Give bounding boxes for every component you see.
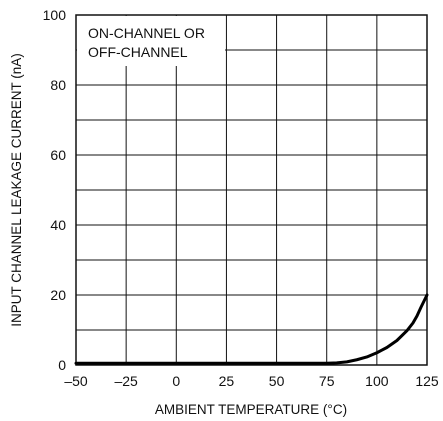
data-point [275,362,278,365]
data-point [420,306,422,309]
data-point [396,339,398,342]
y-tick-label: 80 [50,77,66,93]
data-point [366,356,368,358]
x-tick-label: –25 [114,373,138,389]
x-axis-ticks: –50 –25 0 25 50 75 100 125 [64,373,439,389]
data-point [386,346,388,349]
data-point [416,315,418,317]
data-point [325,362,328,365]
annotation-line-1: ON-CHANNEL OR [88,25,205,41]
data-point [175,362,178,365]
y-tick-label: 100 [43,7,67,23]
y-axis-ticks: 0 20 40 60 80 100 [43,7,67,373]
annotation-line-2: OFF-CHANNEL [88,44,188,60]
x-tick-label: 125 [415,373,439,389]
data-point [406,329,408,332]
annotation-box [77,16,225,66]
series-layer [74,293,429,365]
grid-lines [76,15,427,365]
x-axis-label: AMBIENT TEMPERATURE (°C) [155,402,347,417]
x-tick-label: –50 [64,373,88,389]
y-tick-label: 20 [50,287,66,303]
y-tick-label: 40 [50,217,66,233]
data-point [345,361,348,363]
data-point [426,294,428,296]
x-tick-label: 25 [219,373,235,389]
x-tick-label: 75 [319,373,335,389]
plot-frame [75,14,428,366]
x-tick-label: 50 [269,373,285,389]
data-point [75,362,77,365]
y-tick-label: 60 [50,147,66,163]
y-tick-label: 0 [58,357,66,373]
data-point [376,351,378,354]
data-point [356,358,358,361]
x-tick-label: 100 [365,373,389,389]
y-axis-label: INPUT CHANNEL LEAKAGE CURRENT (nA) [9,53,24,327]
x-tick-label: 0 [172,373,180,389]
series-line [74,293,429,365]
data-point [335,362,338,364]
data-point [412,322,414,324]
